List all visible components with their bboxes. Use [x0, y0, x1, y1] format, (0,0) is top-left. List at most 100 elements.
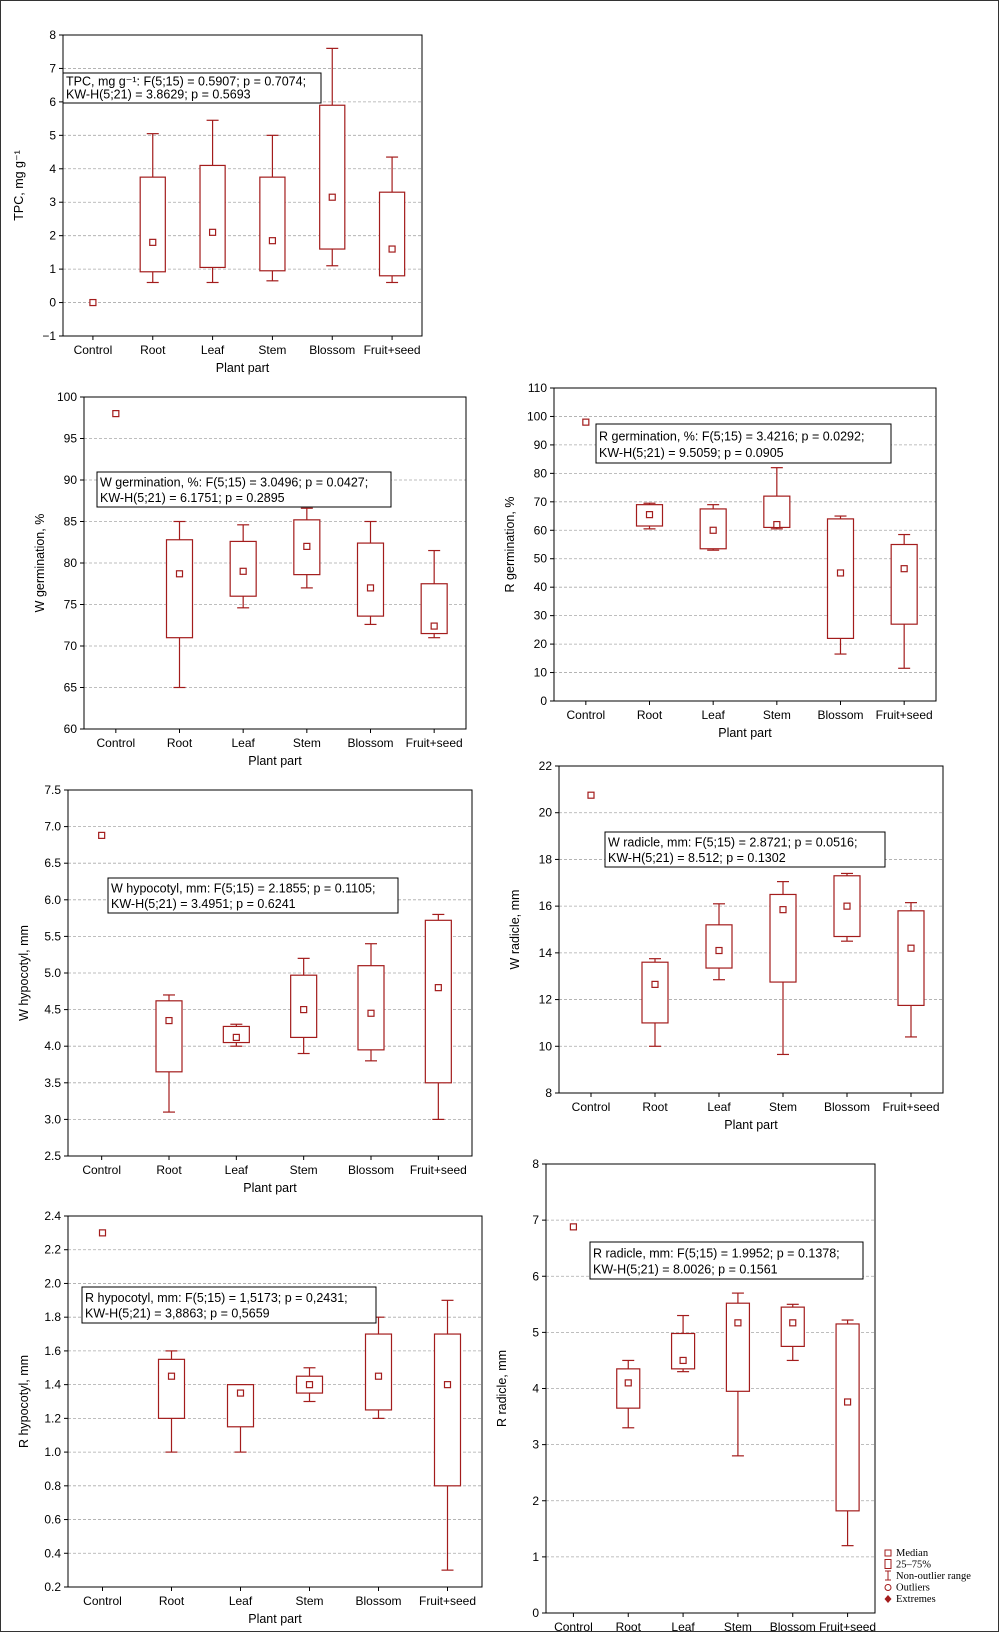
x-axis-label: Plant part [243, 1181, 297, 1195]
stats-annotation: R hypocotyl, mm: F(5;15) = 1,5173; p = 0… [81, 1286, 377, 1324]
y-tick-label: 7 [532, 1213, 539, 1227]
y-tick-label: 0 [49, 296, 56, 310]
annotation-box [96, 471, 392, 508]
plot-frame [553, 387, 937, 702]
median-marker [789, 1319, 797, 1327]
legend-whisker-icon [885, 1570, 891, 1581]
y-tick-label: 40 [534, 580, 548, 594]
y-tick-label: 95 [64, 432, 78, 446]
y-tick-label: 0.2 [44, 1580, 61, 1594]
x-tick-label: Leaf [231, 736, 255, 750]
annotation-line-1: W hypocotyl, mm: F(5;15) = 2.1855; p = 0… [111, 882, 375, 896]
x-tick-label: Blossom [817, 708, 863, 722]
median-marker [328, 193, 336, 201]
box-blossom [780, 1303, 805, 1362]
legend-label: Outliers [896, 1583, 930, 1594]
chart-panel-rrad: 0 1 2 3 4 5 6 7 8 Control Root Leaf Stem Blossom Fruit… [495, 1157, 876, 1633]
box-leaf [226, 1384, 255, 1453]
y-axis-label: W hypocotyl, mm [17, 925, 31, 1021]
annotation-box [62, 72, 322, 104]
y-tick-label: 0 [532, 1606, 539, 1620]
y-tick-label: 2.4 [44, 1209, 61, 1223]
median-marker [430, 622, 438, 630]
chart-panel-rhypo: 0.2 0.4 0.6 0.8 1.0 1.2 1.4 1.6 1.8 2.0 2.2 2.4 Cont… [17, 1209, 483, 1626]
y-tick-label: 6.0 [44, 893, 61, 907]
box-control [98, 1229, 107, 1237]
y-tick-label: 2 [49, 229, 56, 243]
median-marker [715, 946, 723, 955]
y-tick-label: 0.6 [44, 1513, 61, 1527]
y-tick-label: 4.0 [44, 1039, 61, 1053]
y-tick-label: 2.5 [44, 1149, 61, 1163]
y-tick-label: 5 [532, 1325, 539, 1339]
legend-label: Extremes [896, 1594, 936, 1605]
median-marker [624, 1379, 632, 1387]
box-stem [769, 881, 797, 1056]
plot-frame [545, 1163, 876, 1614]
x-tick-label: Fruit+seed [882, 1100, 939, 1114]
y-tick-label: 1 [532, 1550, 539, 1564]
box-stem [293, 507, 321, 589]
y-axis-label: R hypocotyl, mm [17, 1355, 31, 1448]
y-tick-label: 4.5 [44, 1003, 61, 1017]
box-iqr [424, 919, 452, 1084]
median-marker [645, 511, 654, 519]
y-tick-label: 1.2 [44, 1411, 61, 1425]
x-tick-label: Control [74, 343, 113, 357]
median-marker [98, 1229, 107, 1237]
box-root [165, 520, 194, 689]
x-tick-label: Leaf [701, 708, 725, 722]
x-tick-label: Blossom [770, 1620, 816, 1633]
box-blossom [357, 943, 385, 1062]
box-fruit-seed [897, 902, 925, 1038]
chart-panel-wgerm: 60 65 70 75 80 85 90 95 100 Control Root Leaf Stem Bl… [33, 390, 467, 768]
y-tick-label: 12 [539, 993, 553, 1007]
x-tick-label: Control [566, 708, 605, 722]
stats-annotation: W germination, %: F(5;15) = 3.0496; p = … [96, 471, 392, 508]
stats-annotation: R germination, %: F(5;15) = 3.4216; p = … [595, 423, 892, 464]
chart-panel-whypo: 2.5 3.0 3.5 4.0 4.5 5.0 5.5 6.0 6.5 7.0 7.5 Control… [17, 783, 473, 1195]
box-fruit-seed [433, 1299, 462, 1571]
plot-frame [558, 765, 944, 1094]
y-tick-label: 0 [540, 694, 547, 708]
y-tick-label: 2.0 [44, 1276, 61, 1290]
x-tick-label: Leaf [707, 1100, 731, 1114]
plot-frame [62, 34, 423, 337]
x-tick-label: Root [140, 343, 166, 357]
y-tick-label: 6 [532, 1269, 539, 1283]
box-iqr [364, 1333, 393, 1411]
y-tick-label: 90 [534, 438, 548, 452]
annotation-line-1: TPC, mg g⁻¹: F(5;15) = 0.5907; p = 0.707… [66, 75, 306, 89]
box-root [641, 958, 669, 1047]
y-tick-label: 1 [49, 262, 56, 276]
x-tick-label: Stem [293, 736, 321, 750]
box-root [635, 502, 664, 530]
legend-item: 25–75% [884, 1559, 931, 1571]
y-tick-label: 2 [532, 1494, 539, 1508]
legend-item: Non-outlier range [885, 1570, 971, 1582]
x-tick-label: Root [159, 1594, 185, 1608]
box-fruit-seed [890, 533, 918, 669]
box-control [98, 831, 106, 839]
x-axis-label: Plant part [248, 1612, 302, 1626]
box-iqr [139, 176, 166, 273]
x-tick-label: Leaf [225, 1163, 249, 1177]
y-axis-label: W germination, % [33, 514, 47, 613]
box-iqr [356, 542, 385, 617]
y-tick-label: 80 [64, 556, 78, 570]
legend-item: Extremes [884, 1594, 936, 1605]
y-tick-label: 60 [534, 523, 548, 537]
x-tick-label: Fruit+seed [876, 708, 933, 722]
box-stem [259, 134, 286, 282]
box-control [112, 410, 120, 418]
x-axis-label: Plant part [718, 726, 772, 740]
y-tick-label: 8 [49, 28, 56, 42]
y-axis-label: R germination, % [503, 497, 517, 593]
y-tick-label: 3.5 [44, 1076, 61, 1090]
x-tick-label: Leaf [201, 343, 225, 357]
median-marker [208, 228, 217, 236]
x-tick-label: Blossom [309, 343, 355, 357]
box-stem [763, 467, 791, 530]
y-tick-label: 0.4 [44, 1546, 61, 1560]
box-iqr [155, 1000, 183, 1073]
